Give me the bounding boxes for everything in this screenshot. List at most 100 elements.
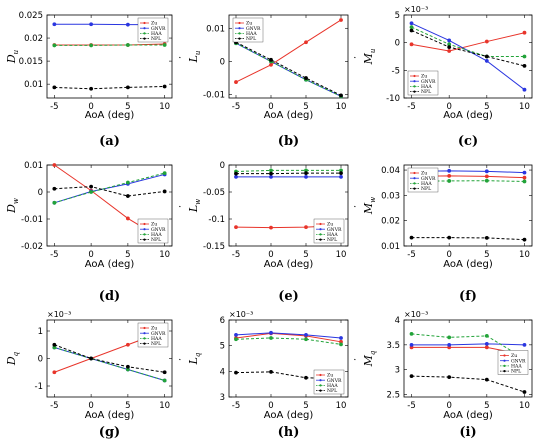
y-axis-label: Dq˙ xyxy=(0,351,20,366)
y-axis-label-main: D xyxy=(5,54,18,64)
y-axis-label: Du˙ xyxy=(0,49,20,64)
plot-frame xyxy=(46,164,173,247)
y-axis-label-sub: q xyxy=(12,351,20,356)
data-point-npl xyxy=(269,57,273,62)
legend-marker xyxy=(143,238,146,241)
panel-6: 0.01 0.02 0.03 0.04 -5 0 5 10 AoA (deg) Mw˙ (f) ZuG… xyxy=(353,164,533,304)
data-point-npl xyxy=(89,86,94,91)
series-line-npl xyxy=(411,237,525,241)
legend-marker xyxy=(413,80,416,83)
x-tick-label: -5 xyxy=(232,102,240,112)
x-tick-label: 5 xyxy=(484,102,489,112)
data-point-gnvr xyxy=(484,59,489,63)
y-axis-label-dot: ˙ xyxy=(353,56,366,62)
y-tick-label: 4 xyxy=(220,367,225,377)
series-line-gnvr xyxy=(235,332,342,339)
data-point-haa xyxy=(339,168,343,173)
panel-label: (c) xyxy=(458,134,478,149)
data-point-npl xyxy=(522,237,527,242)
x-tick-label: -5 xyxy=(407,250,415,260)
legend-label: GNVR xyxy=(421,79,436,85)
y-axis-label: Mu˙ xyxy=(353,48,377,65)
panel-label: (b) xyxy=(278,134,299,149)
axis-scale-label: ×10⁻³ xyxy=(404,5,428,14)
x-tick-label: -5 xyxy=(50,250,58,260)
legend-label: GNVR xyxy=(421,176,436,182)
series-line-haa xyxy=(54,172,165,204)
data-point-npl xyxy=(484,236,489,240)
y-tick-label: 0.02 xyxy=(24,34,43,44)
data-point-haa xyxy=(125,180,130,185)
series-line-haa xyxy=(54,347,165,381)
y-axis-label-dot: ˙ xyxy=(0,56,9,62)
data-point-haa xyxy=(269,168,273,173)
data-point-zu xyxy=(234,225,238,230)
legend-label: Zu xyxy=(327,222,333,228)
data-point-npl xyxy=(234,171,238,176)
legend-marker xyxy=(413,182,416,185)
legend-label: Zu xyxy=(421,74,427,80)
legend-marker xyxy=(143,21,146,25)
legend-marker xyxy=(503,370,506,373)
legend-marker xyxy=(238,27,241,30)
x-tick-label: 10 xyxy=(336,401,347,411)
x-tick-label: 0 xyxy=(88,401,93,411)
series-line-gnvr xyxy=(235,42,342,97)
legend-label: Zu xyxy=(151,326,157,332)
data-point-gnvr xyxy=(522,342,527,347)
y-axis-label-sub: q xyxy=(369,350,377,355)
data-point-npl xyxy=(52,186,57,191)
data-point-npl xyxy=(89,184,94,189)
y-axis-label-sub: w xyxy=(369,197,377,203)
legend-marker xyxy=(413,74,416,78)
plot-frame xyxy=(403,319,533,398)
legend-label: GNVR xyxy=(151,331,166,337)
legend-box xyxy=(407,70,439,96)
x-tick-label: 0 xyxy=(268,401,273,411)
legend-marker xyxy=(319,389,322,392)
series-line-npl xyxy=(411,30,525,67)
y-axis-label-main: L xyxy=(187,205,200,213)
data-point-npl xyxy=(269,171,273,176)
legend-marker xyxy=(143,342,146,345)
series-line-haa xyxy=(235,337,342,345)
legend-marker xyxy=(143,233,146,236)
data-point-haa xyxy=(304,337,308,342)
legend-label: GNVR xyxy=(246,26,261,32)
y-axis-label-sub: u xyxy=(12,49,20,54)
series-line-gnvr xyxy=(54,173,165,204)
data-point-gnvr xyxy=(52,22,57,27)
data-point-npl xyxy=(409,28,414,33)
legend-marker xyxy=(143,326,146,330)
legend-label: HAA xyxy=(327,383,338,389)
series-line-npl xyxy=(235,41,342,96)
x-axis-label: AoA (deg) xyxy=(264,110,314,121)
legend-label: Zu xyxy=(511,353,517,359)
data-point-gnvr xyxy=(269,174,273,179)
y-tick-label: 0.01 xyxy=(206,24,225,34)
legend-label: HAA xyxy=(151,336,162,342)
series-line-npl xyxy=(54,186,165,197)
data-point-zu xyxy=(234,80,238,84)
data-point-zu xyxy=(484,39,489,44)
x-tick-label: 5 xyxy=(125,401,130,411)
data-point-npl xyxy=(89,356,94,361)
legend-label: NPL xyxy=(151,36,161,42)
panel-2: -0.01 0 0.01 -5 0 5 10 AoA (deg) Lu˙ (b) ZuGNVRHAA… xyxy=(178,14,349,149)
series-line-gnvr xyxy=(411,343,525,346)
legend-label: NPL xyxy=(327,237,337,243)
data-point-haa xyxy=(522,179,527,184)
data-point-zu xyxy=(52,370,57,375)
panel-8: 3 4 5 6 -5 0 5 10 ×10⁻³ AoA (deg) Lq˙ (h) ZuGNVRHAAN… xyxy=(178,310,349,440)
x-tick-label: 0 xyxy=(88,250,93,260)
series-line-haa xyxy=(411,26,525,57)
x-tick-label: 0 xyxy=(446,401,451,411)
data-point-gnvr xyxy=(409,21,414,26)
x-tick-label: 10 xyxy=(336,102,347,112)
data-point-haa xyxy=(52,200,57,205)
data-point-haa xyxy=(484,333,489,338)
data-point-haa xyxy=(125,43,130,47)
